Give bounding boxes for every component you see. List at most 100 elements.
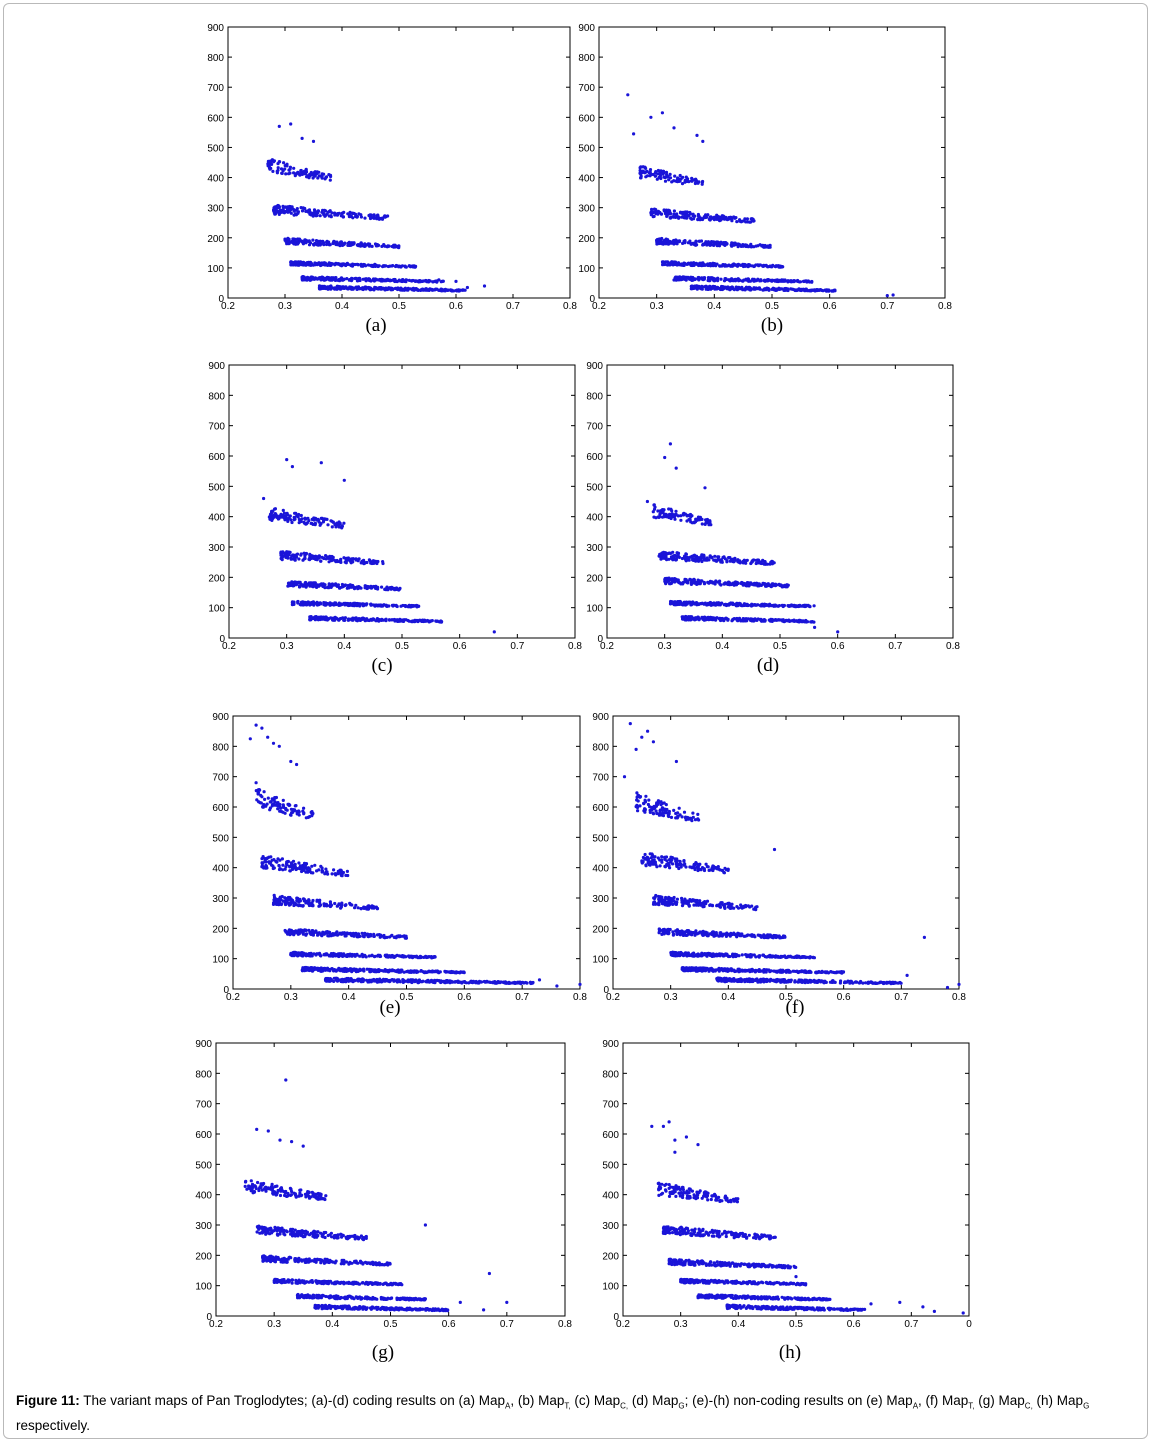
data-point <box>327 560 331 564</box>
data-point <box>663 175 667 180</box>
y-tick-label: 100 <box>207 264 224 275</box>
data-point <box>718 618 722 622</box>
data-point <box>686 276 690 280</box>
data-point <box>372 603 376 607</box>
data-point <box>292 166 296 170</box>
data-point <box>659 176 663 181</box>
data-point <box>780 264 784 269</box>
x-tick-label: 0.5 <box>392 301 406 312</box>
data-point <box>727 602 731 606</box>
data-point <box>339 616 343 621</box>
data-point <box>330 602 334 606</box>
data-point <box>276 902 280 906</box>
data-point <box>677 263 681 267</box>
data-point <box>754 561 758 566</box>
data-point <box>354 557 358 561</box>
data-point <box>351 211 355 215</box>
data-point <box>293 516 297 520</box>
data-point <box>733 277 737 281</box>
data-point <box>279 167 284 171</box>
data-point <box>354 903 358 907</box>
data-point <box>678 173 682 178</box>
y-tick-label: 500 <box>578 143 595 154</box>
data-point <box>685 519 689 523</box>
data-point <box>302 277 306 281</box>
data-point <box>387 604 391 608</box>
data-point <box>358 603 362 607</box>
data-point <box>673 553 677 558</box>
data-point <box>285 458 289 462</box>
data-point <box>344 561 348 565</box>
scatter-points <box>248 723 582 988</box>
data-point <box>367 585 372 589</box>
data-point <box>675 551 679 555</box>
data-point <box>376 619 380 623</box>
data-point <box>363 216 367 220</box>
y-tick-label: 700 <box>586 422 603 433</box>
data-point <box>292 808 297 812</box>
data-point <box>684 175 688 179</box>
data-point <box>258 801 262 805</box>
y-tick-label: 600 <box>578 113 595 124</box>
data-point <box>669 577 673 581</box>
data-point <box>674 262 678 267</box>
data-point <box>314 261 318 265</box>
data-point <box>684 559 688 563</box>
data-point <box>321 241 325 245</box>
data-point <box>361 561 365 565</box>
data-point <box>413 619 417 623</box>
data-point <box>690 284 694 288</box>
data-point <box>350 557 354 561</box>
data-point <box>732 617 736 621</box>
data-point <box>301 904 305 908</box>
data-point <box>743 264 747 268</box>
data-point <box>775 618 779 622</box>
data-point <box>398 279 402 283</box>
data-point <box>361 263 365 267</box>
data-point <box>312 930 317 934</box>
data-point <box>299 513 303 518</box>
data-point <box>676 580 680 584</box>
data-point <box>287 581 291 585</box>
data-point <box>665 173 669 177</box>
data-point <box>277 209 282 214</box>
data-point <box>703 486 707 490</box>
data-point <box>329 585 333 589</box>
data-point <box>292 171 296 175</box>
data-point <box>266 796 270 800</box>
data-point <box>691 580 695 584</box>
data-point <box>482 284 487 288</box>
data-point <box>730 219 734 223</box>
data-point <box>706 263 710 268</box>
data-point <box>719 218 723 222</box>
x-tick-label: 0.5 <box>400 992 414 1003</box>
data-point <box>749 561 753 566</box>
data-point <box>702 602 706 606</box>
data-point <box>366 932 370 936</box>
data-point <box>758 243 762 247</box>
data-point <box>701 139 705 143</box>
data-point <box>657 554 661 558</box>
data-point <box>342 478 346 482</box>
data-point <box>679 518 683 522</box>
data-point <box>338 287 343 291</box>
data-point <box>335 240 339 244</box>
data-point <box>356 277 360 281</box>
data-point <box>719 277 723 281</box>
data-point <box>297 951 301 955</box>
data-point <box>709 603 713 607</box>
data-point <box>342 954 346 958</box>
data-point <box>773 264 777 269</box>
data-point <box>387 244 391 248</box>
data-point <box>299 904 303 908</box>
data-point <box>358 618 362 622</box>
data-point <box>404 280 408 284</box>
data-point <box>282 161 286 165</box>
data-point <box>276 205 280 209</box>
data-point <box>672 126 676 130</box>
y-tick-label: 800 <box>207 53 224 64</box>
data-point <box>753 603 757 607</box>
data-point <box>285 860 289 864</box>
y-tick-label: 700 <box>578 83 595 94</box>
data-point <box>348 286 353 290</box>
